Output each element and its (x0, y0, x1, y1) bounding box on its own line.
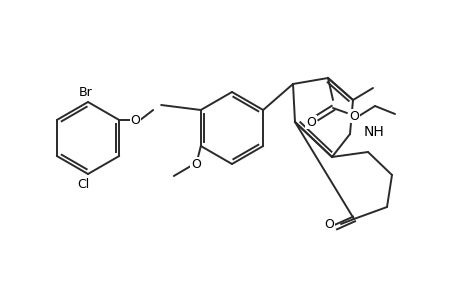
Text: O: O (323, 218, 333, 232)
Text: O: O (130, 113, 140, 127)
Text: O: O (190, 158, 200, 170)
Text: Br: Br (79, 85, 93, 98)
Text: Cl: Cl (77, 178, 89, 190)
Text: O: O (348, 110, 358, 122)
Text: NH: NH (363, 125, 384, 139)
Text: O: O (305, 116, 315, 128)
